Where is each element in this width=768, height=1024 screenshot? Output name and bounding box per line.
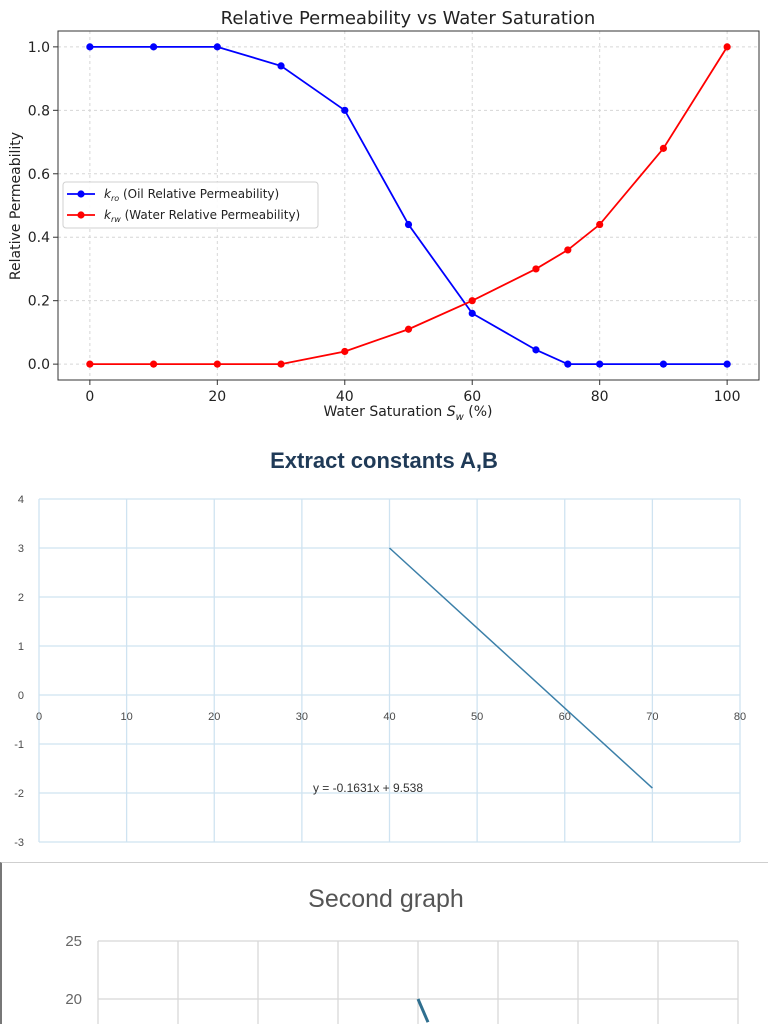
- data-point-rw: [468, 297, 476, 305]
- data-point-rw: [532, 265, 540, 273]
- chart-3-title: Second graph: [308, 885, 464, 913]
- data-point-ro: [404, 220, 413, 229]
- chart-1-x-tick-label: 20: [208, 389, 226, 405]
- data-point-ro: [659, 360, 668, 368]
- data-point-rw: [404, 325, 413, 333]
- legend-marker-ro: [77, 190, 85, 198]
- trendline-equation: y = -0.1631x + 9.538: [313, 781, 423, 795]
- chart-2-series: [388, 547, 653, 789]
- chart-2-x-tick-label: 30: [296, 711, 308, 723]
- data-point-ro: [277, 62, 285, 70]
- chart-2-y-tick-label: -1: [14, 739, 24, 751]
- chart-2-x-tick-label: 70: [646, 711, 658, 723]
- chart-2-x-tick-label: 50: [471, 711, 483, 723]
- chart-2-y-tick-label: -3: [14, 837, 24, 849]
- chart-3-line: [416, 998, 430, 1023]
- data-point-ro: [596, 360, 604, 368]
- legend-marker-rw: [77, 211, 85, 219]
- chart-1-x-tick-label: 80: [591, 389, 609, 405]
- data-point-ro: [86, 43, 94, 51]
- data-point-rw: [213, 360, 221, 368]
- data-point-ro: [468, 309, 476, 317]
- data-point-ro: [213, 43, 221, 51]
- chart-1-frame: [57, 30, 760, 381]
- chart-2-y-tick-label: 0: [18, 690, 24, 702]
- chart-1-y-tick-label: 1.0: [28, 40, 50, 56]
- chart-2-grid: [38, 498, 741, 843]
- chart-2-y-tick-label: 4: [18, 494, 24, 506]
- trendline: [388, 547, 653, 789]
- chart-1-y-tick-label: 0.2: [28, 294, 50, 310]
- chart-2-y-tick-label: 2: [18, 592, 24, 604]
- chart-1-legend: kro (Oil Relative Permeability) krw (Wate…: [62, 181, 319, 229]
- chart-2-x-tick-label: 20: [208, 711, 220, 723]
- chart-2-x-tick-label: 60: [559, 711, 571, 723]
- data-point-rw: [341, 347, 349, 356]
- chart-1-x-tick-label: 60: [463, 389, 481, 405]
- series-line-ro: [89, 45, 728, 366]
- chart-1-y-tick-label: 0.0: [28, 357, 50, 373]
- extract-constants-chart: Extract constants A,B 0 10 20 30 40 50 60 70 80 4…: [0, 430, 768, 858]
- chart-1-x-tick-label: 40: [336, 389, 354, 405]
- series-line-rw: [89, 46, 728, 366]
- chart-1-y-tick-label: 0.8: [28, 103, 50, 119]
- data-point-ro: [564, 360, 572, 368]
- chart-1-svg: Relative Permeability vs Water Saturatio…: [8, 8, 760, 423]
- data-point-ro: [149, 43, 158, 51]
- data-point-rw: [86, 360, 94, 368]
- chart-2-x-tick-label: 10: [121, 711, 133, 723]
- chart-1-x-tick-label: 100: [714, 389, 741, 405]
- data-point-ro: [723, 360, 731, 368]
- chart-2-x-tick-label: 0: [36, 711, 42, 723]
- data-point-rw: [596, 220, 604, 229]
- chart-2-y-tick-label: 1: [18, 641, 24, 653]
- chart-1-x-axis-label: Water Saturation Sw (%): [323, 404, 492, 423]
- chart-1-title: Relative Permeability vs Water Saturatio…: [221, 8, 596, 29]
- chart-2-y-tick-label: 3: [18, 543, 24, 555]
- chart-2-y-tick-label: -2: [14, 788, 24, 800]
- data-point-rw: [277, 360, 285, 368]
- chart-1-y-tick-label: 0.4: [28, 230, 50, 246]
- relative-permeability-chart: Relative Permeability vs Water Saturatio…: [0, 0, 768, 425]
- chart-3-grid: [97, 940, 739, 1024]
- chart-1-x-tick-label: 0: [85, 389, 94, 405]
- chart-3-series: [416, 998, 430, 1023]
- chart-3-y-tick-label: 25: [65, 933, 82, 950]
- legend-label-rw: krw (Water Relative Permeability): [104, 208, 300, 224]
- second-graph-chart: Second graph 25 20: [0, 862, 768, 1024]
- data-point-ro: [341, 106, 349, 114]
- chart-3-ticks: 25 20: [65, 933, 82, 1008]
- chart-1-y-axis-label: Relative Permeability: [8, 132, 24, 280]
- chart-3-svg: Second graph 25 20: [65, 885, 739, 1024]
- data-point-rw: [149, 360, 158, 368]
- chart-1-series: [86, 43, 731, 368]
- chart-2-svg: Extract constants A,B 0 10 20 30 40 50 60 70 804…: [14, 448, 746, 849]
- chart-1-y-tick-label: 0.6: [28, 167, 50, 183]
- data-point-rw: [723, 43, 731, 51]
- chart-1-ticks: 0 20 40 60 80 100 0.0 0.2 0.4 0.6 0.8 1.0: [28, 40, 741, 405]
- chart-2-title: Extract constants A,B: [270, 448, 498, 473]
- data-point-rw: [564, 246, 572, 254]
- data-point-ro: [532, 346, 540, 354]
- chart-2-x-tick-label: 40: [383, 711, 395, 723]
- legend-box: [62, 181, 319, 229]
- chart-3-y-tick-label: 20: [65, 991, 82, 1008]
- chart-2-x-tick-label: 80: [734, 711, 746, 723]
- legend-label-ro: kro (Oil Relative Permeability): [104, 187, 279, 203]
- data-point-rw: [659, 144, 668, 152]
